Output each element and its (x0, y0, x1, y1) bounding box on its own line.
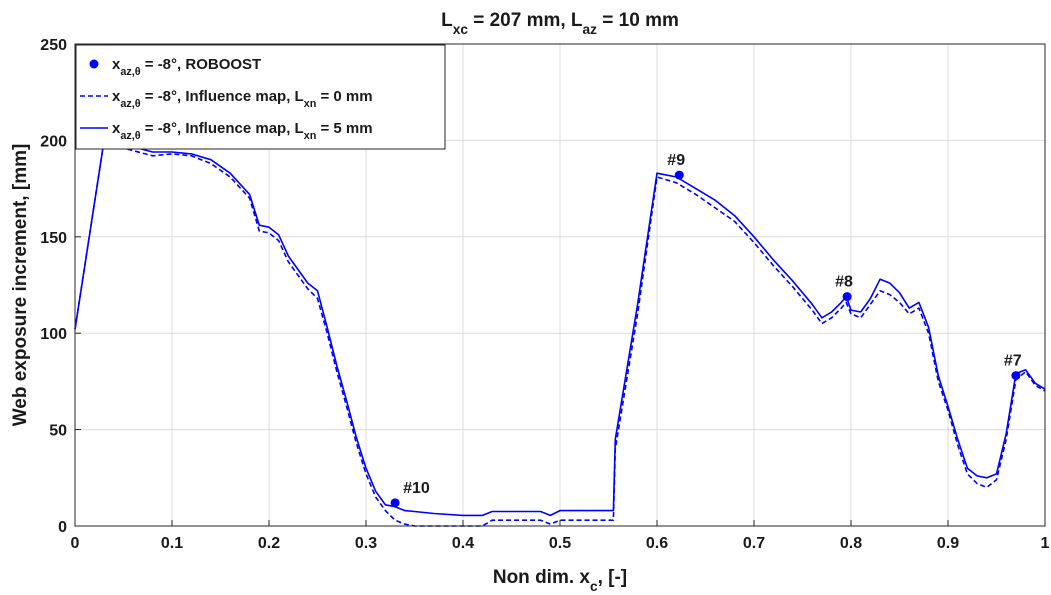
legend-entry-label: xaz,θ = -8°, Influence map, Lxn = 0 mm (112, 88, 373, 110)
point-annotation: #8 (835, 274, 853, 291)
y-tick-label: 50 (49, 423, 67, 440)
y-tick-label: 100 (40, 326, 67, 343)
y-tick-label: 250 (40, 37, 67, 54)
x-tick-label: 0.7 (743, 535, 765, 552)
x-tick-label: 0.1 (161, 535, 183, 552)
y-tick-label: 200 (40, 133, 67, 150)
legend-entry-label: xaz,θ = -8°, ROBOOST (112, 56, 261, 78)
x-tick-label: 0 (71, 535, 80, 552)
series-line-lxn-0mm (74, 139, 1046, 527)
legend-box (75, 44, 446, 150)
x-tick-label: 0.5 (549, 535, 571, 552)
series-line-lxn-5mm (74, 139, 1046, 517)
axis-ticks: 0 0.1 0.2 0.3 0.4 0.5 0.6 0.7 0.8 0.9 1 0 50 100 150 20… (40, 37, 1049, 552)
y-tick-label: 0 (58, 519, 67, 536)
y-axis-label: Web exposure increment, [mm] (10, 144, 31, 427)
point-annotation: #10 (403, 480, 430, 497)
legend: xaz,θ = -8°, ROBOOST xaz,θ = -8°, Influen… (75, 44, 446, 150)
x-tick-label: 0.9 (937, 535, 959, 552)
x-tick-label: 0.2 (258, 535, 280, 552)
x-tick-label: 0.4 (452, 535, 474, 552)
y-tick-label: 150 (40, 230, 67, 247)
x-tick-label: 0.8 (840, 535, 862, 552)
x-axis-label: Non dim. xc, [-] (493, 567, 627, 594)
point-annotation: #9 (667, 152, 685, 169)
point-annotation: #7 (1004, 353, 1022, 370)
x-tick-label: 0.6 (646, 535, 668, 552)
legend-entry-label: xaz,θ = -8°, Influence map, Lxn = 5 mm (112, 120, 373, 142)
x-tick-label: 1 (1041, 535, 1050, 552)
chart-title: Lxc = 207 mm, Laz = 10 mm (441, 10, 679, 37)
legend-marker (89, 59, 99, 69)
point-annotations: #10 #9 #8 #7 (403, 152, 1022, 497)
roboost-marker (390, 498, 400, 508)
x-tick-label: 0.3 (355, 535, 377, 552)
series-layer (74, 139, 1046, 527)
